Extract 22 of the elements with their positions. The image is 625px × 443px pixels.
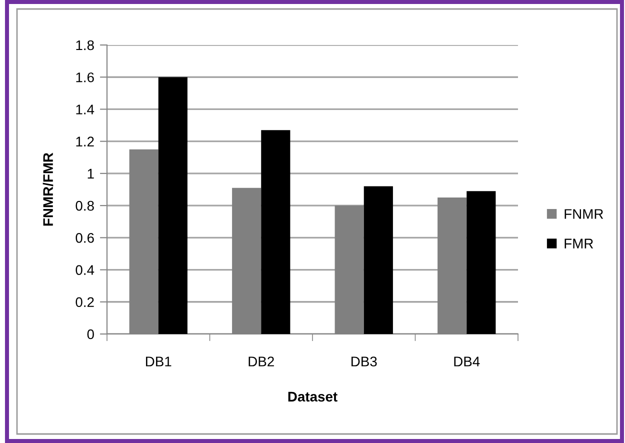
bar — [158, 77, 188, 334]
y-tick-label: 1.2 — [76, 136, 94, 146]
bar — [364, 186, 393, 334]
y-tick-label: 0.8 — [76, 200, 94, 211]
legend-label: FNMR — [564, 209, 604, 219]
y-axis-title: FNMR/FMR — [42, 152, 54, 226]
y-tick-label: 1.6 — [76, 72, 94, 82]
bar — [466, 191, 496, 334]
y-tick-label: 0.4 — [76, 265, 94, 275]
y-tick-label: 0.2 — [76, 297, 94, 308]
x-tick-label: DB3 — [352, 356, 377, 366]
x-tick-label: DB1 — [146, 356, 172, 366]
y-tick-label: 1.8 — [76, 40, 94, 50]
legend-label: FMR — [564, 238, 594, 248]
x-axis-title: Dataset — [288, 392, 338, 402]
x-tick-label: DB4 — [454, 356, 480, 366]
y-tick-label: 1 — [88, 168, 94, 178]
x-tick-label: DB2 — [248, 356, 274, 366]
y-tick-label: 0 — [87, 329, 94, 340]
y-tick-label: 1.4 — [76, 104, 94, 114]
bar — [261, 130, 290, 334]
y-tick-label: 0.6 — [76, 233, 94, 243]
